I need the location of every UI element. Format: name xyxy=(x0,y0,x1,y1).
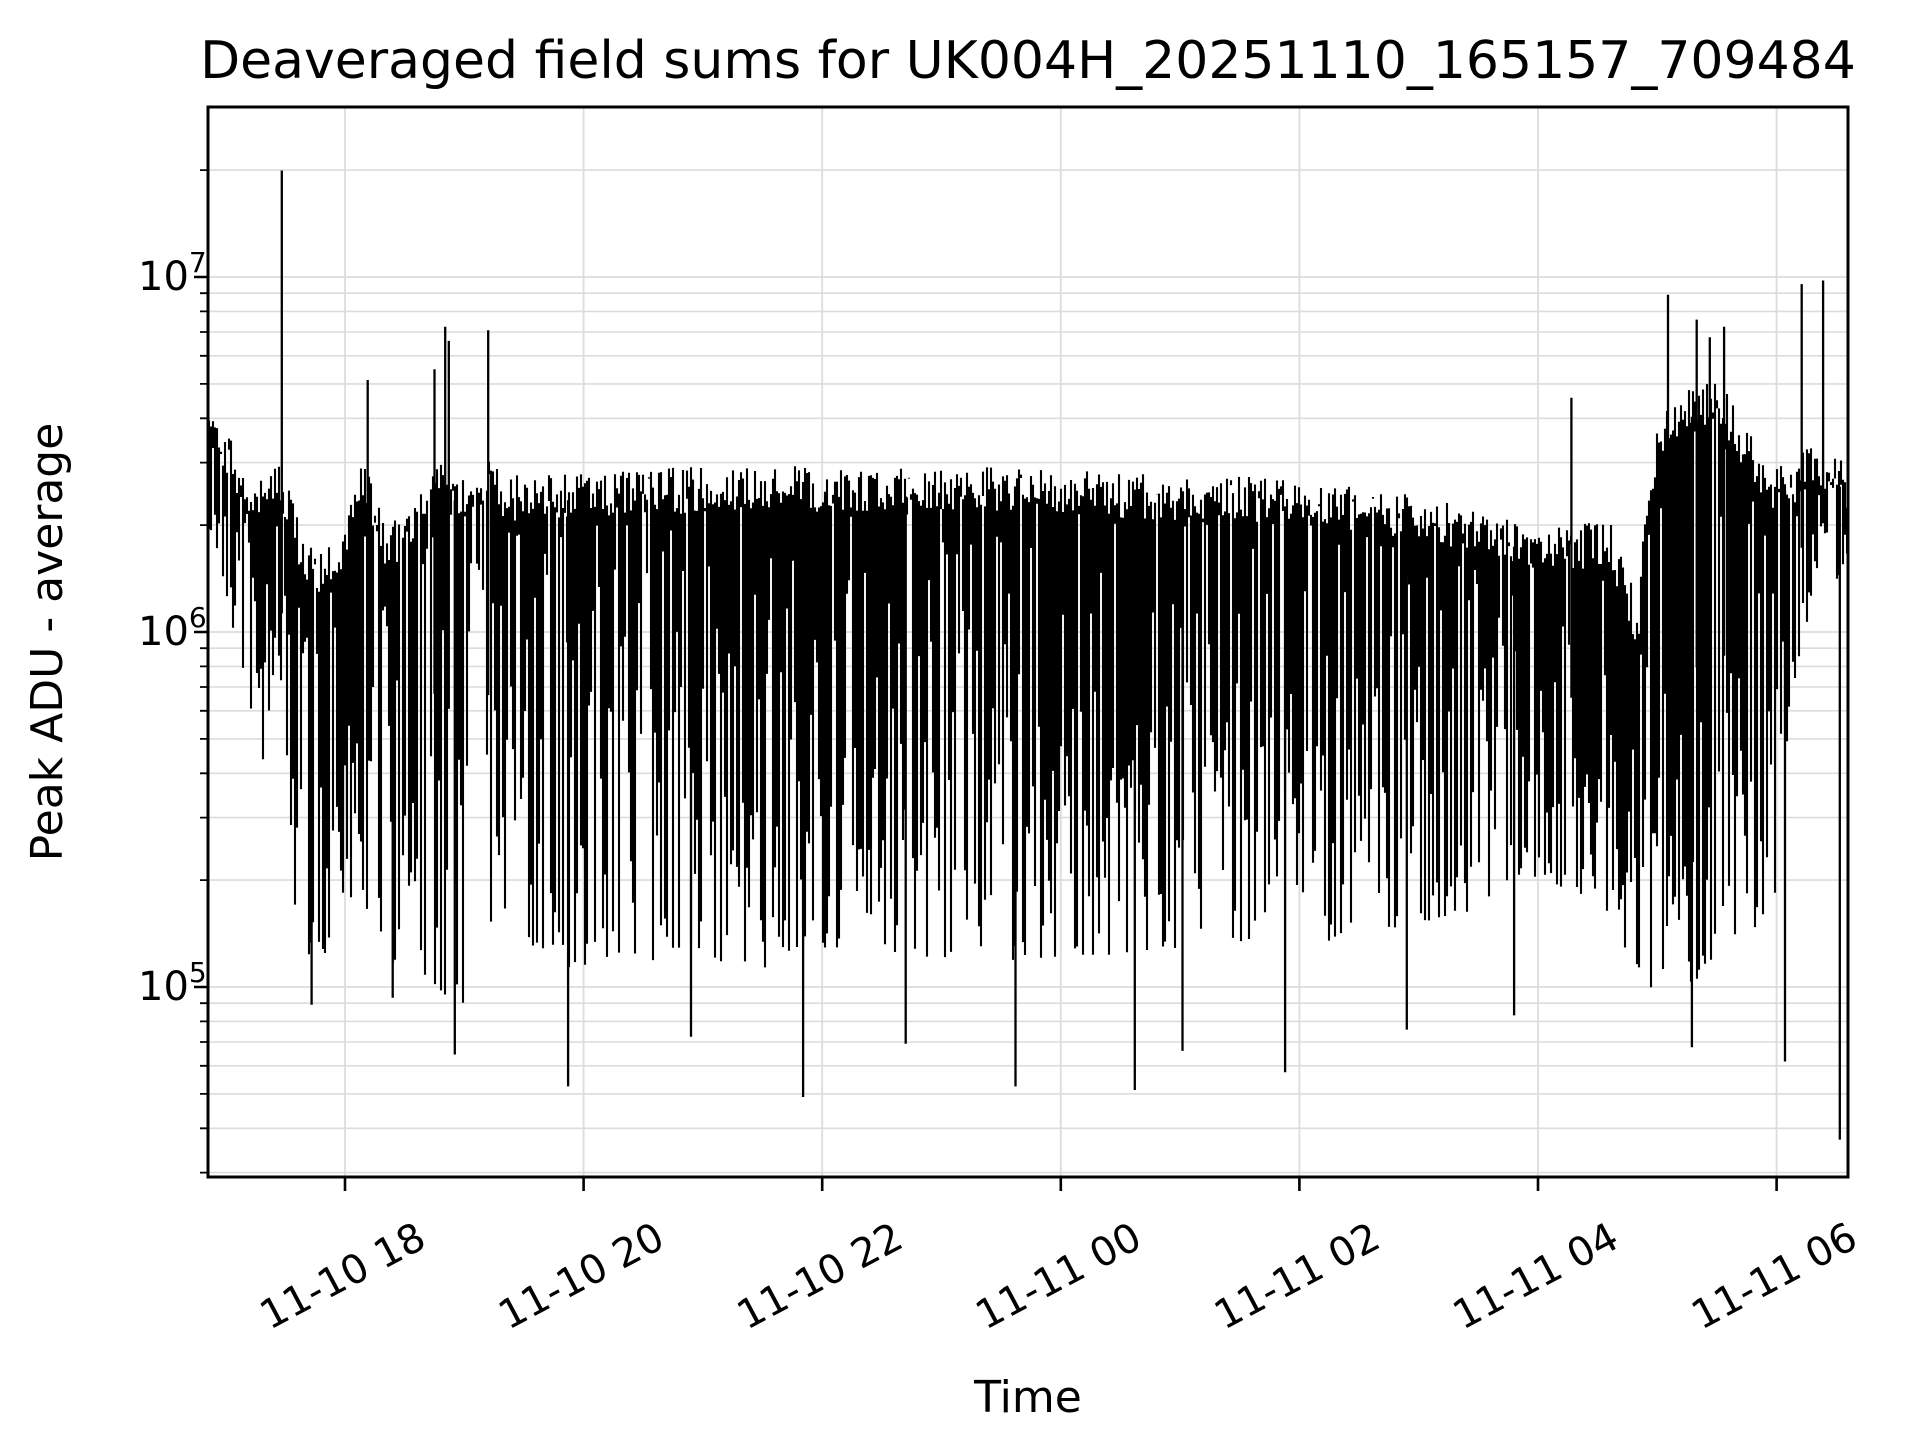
x-tick-label: 11-10 18 xyxy=(253,1214,433,1339)
x-tick-label: 11-11 02 xyxy=(1207,1214,1387,1339)
x-tick-label: 11-11 04 xyxy=(1446,1214,1626,1339)
major-ticks xyxy=(194,275,1778,1191)
x-tick-label: 11-11 00 xyxy=(969,1214,1149,1339)
x-tick-label: 11-11 06 xyxy=(1684,1214,1864,1339)
y-tick-label: 107 xyxy=(138,246,207,300)
y-tick-label: 106 xyxy=(138,601,207,655)
x-tick-label: 11-10 20 xyxy=(491,1214,671,1339)
series-extreme-excursions xyxy=(280,170,1841,1140)
axes-spines-and-ticks xyxy=(194,105,1850,1191)
y-axis-label: Peak ADU - average xyxy=(22,423,73,862)
plot-border xyxy=(206,105,1850,1179)
y-minor-ticks xyxy=(200,169,208,1174)
x-tick-label: 11-10 22 xyxy=(730,1214,910,1339)
chart-title: Deaveraged field sums for UK004H_2025111… xyxy=(200,31,1856,91)
y-tick-label: 105 xyxy=(138,956,207,1010)
axis-tick-labels: 105 106 107 11-10 18 11-10 20 11-10 22 11-11 0… xyxy=(138,246,1865,1339)
data-series xyxy=(207,170,1849,1140)
x-axis-label: Time xyxy=(973,1372,1082,1423)
